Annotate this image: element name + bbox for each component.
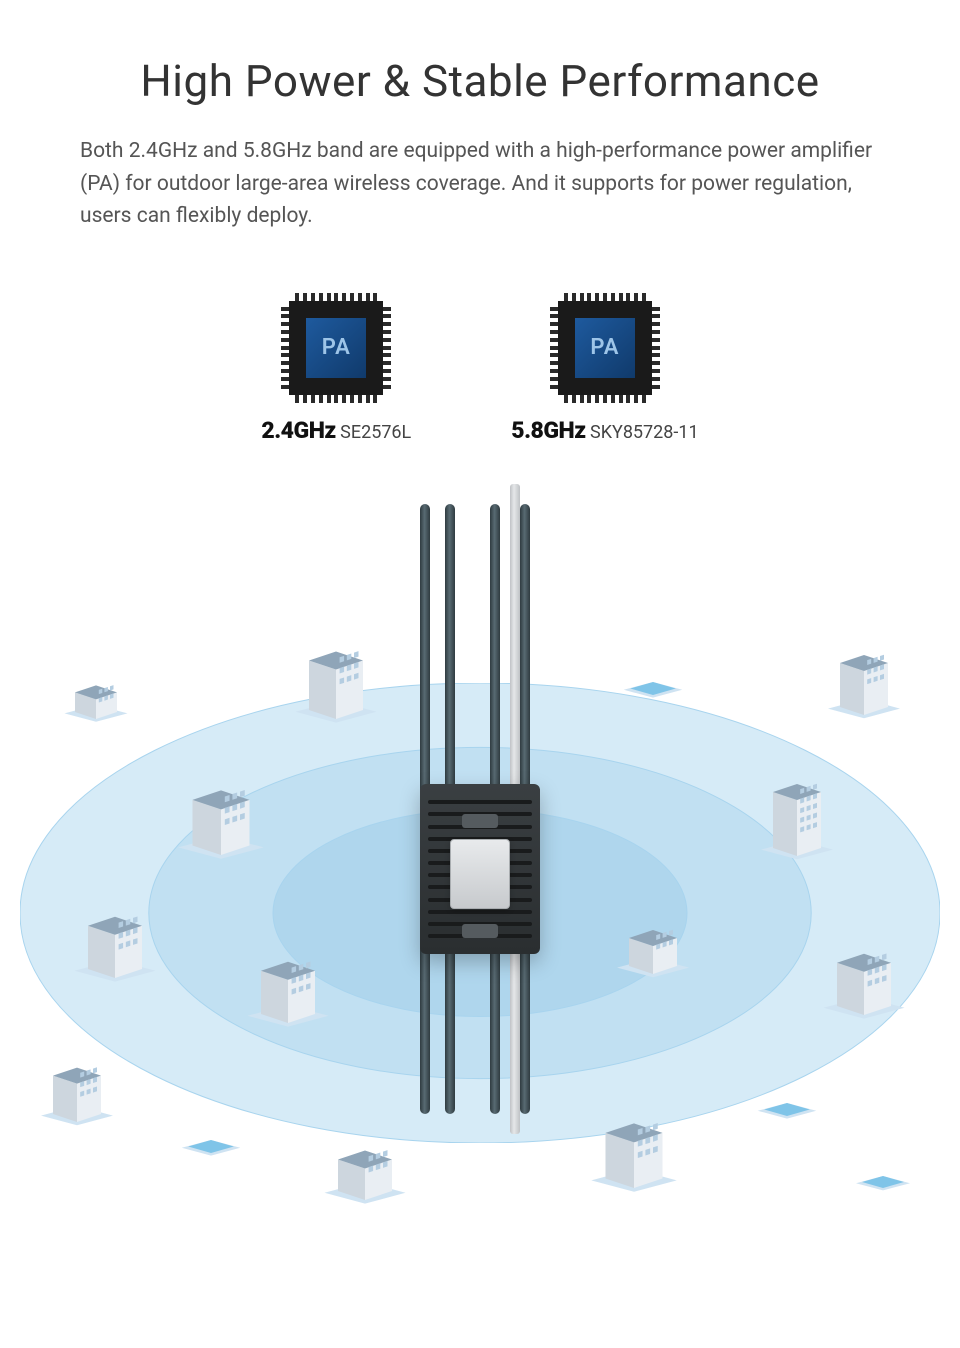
building-icon [819, 932, 909, 1027]
coverage-scene [0, 484, 960, 1224]
building-icon [745, 1058, 830, 1123]
building-icon [610, 636, 695, 701]
chip-band-label: 2.4GHz [261, 417, 335, 444]
chip-label: 5.8GHz SKY85728-11 [511, 417, 698, 444]
description-text: Both 2.4GHz and 5.8GHz band are equipped… [80, 135, 880, 233]
chip-row: PA 2.4GHz SE2576L PA 5.8GHz SKY85728-11 [80, 293, 880, 444]
chip-model-label: SE2576L [336, 422, 412, 443]
pa-chip-icon: PA [281, 293, 391, 403]
building-icon [757, 764, 837, 884]
chip-core-label: PA [575, 318, 635, 378]
building-icon [608, 902, 698, 982]
pa-chip-icon: PA [550, 293, 660, 403]
building-icon [166, 1095, 256, 1160]
building-icon [70, 882, 160, 1002]
building-icon [243, 934, 333, 1039]
access-point-device [390, 484, 570, 1134]
chip-label: 2.4GHz SE2576L [261, 417, 411, 444]
chip-model-label: SKY85728-11 [586, 422, 699, 443]
mount-bracket [450, 839, 510, 909]
chip-core-label: PA [306, 318, 366, 378]
building-icon [586, 1090, 681, 1210]
page-title: High Power & Stable Performance [80, 55, 880, 107]
building-icon [173, 762, 268, 872]
pa-chip-group: PA 5.8GHz SKY85728-11 [511, 293, 698, 444]
building-icon [289, 638, 384, 728]
building-icon [824, 636, 904, 731]
building-icon [37, 1033, 117, 1148]
pa-chip-group: PA 2.4GHz SE2576L [261, 293, 411, 444]
building-icon [843, 1134, 923, 1194]
chip-band-label: 5.8GHz [511, 417, 585, 444]
building-icon [51, 656, 141, 726]
